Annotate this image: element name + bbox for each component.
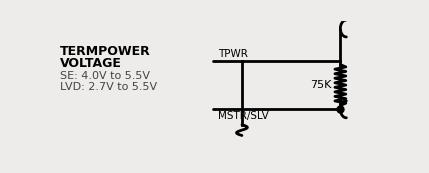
Text: MSTR/SLV: MSTR/SLV: [218, 111, 269, 121]
Text: TERMPOWER: TERMPOWER: [60, 45, 151, 58]
Text: SE: 4.0V to 5.5V: SE: 4.0V to 5.5V: [60, 71, 150, 81]
Text: LVD: 2.7V to 5.5V: LVD: 2.7V to 5.5V: [60, 82, 157, 92]
Text: VOLTAGE: VOLTAGE: [60, 57, 122, 70]
Text: TPWR: TPWR: [218, 49, 248, 59]
Text: 75K: 75K: [310, 80, 331, 90]
